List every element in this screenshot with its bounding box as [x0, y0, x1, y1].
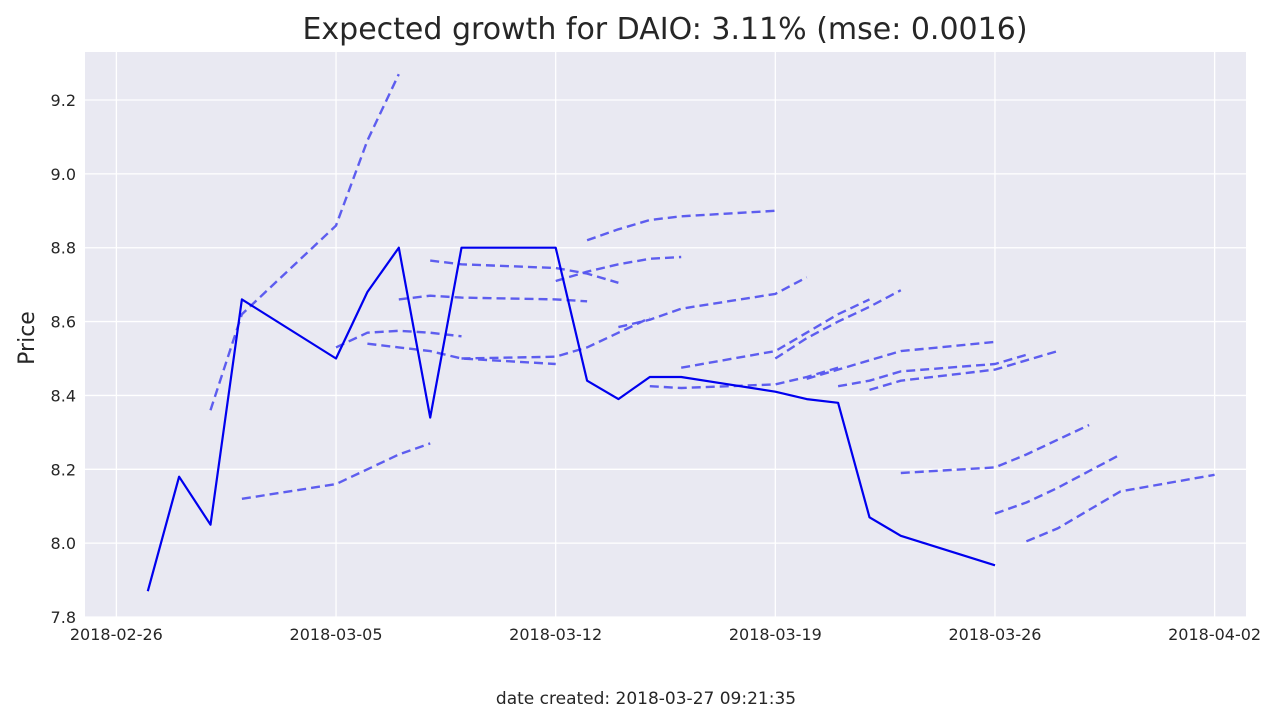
x-axis-ticks: 2018-02-26 2018-03-05 2018-03-12 2018-03-19… — [70, 625, 1261, 644]
y-tick-label: 8.8 — [51, 239, 76, 258]
forecast-line — [994, 453, 1122, 515]
x-tick-label: 2018-03-19 — [729, 625, 822, 644]
forecast-line — [367, 342, 556, 366]
y-tick-label: 7.8 — [51, 608, 76, 627]
forecast-line — [1025, 473, 1215, 543]
forecast-line — [430, 259, 619, 284]
chart-title: Expected growth for DAIO: 3.11% (mse: 0.… — [302, 12, 1027, 47]
y-tick-label: 8.2 — [51, 460, 76, 479]
actual-price-line — [146, 246, 996, 592]
y-tick-label: 9.2 — [51, 91, 76, 110]
forecast-line — [209, 73, 400, 411]
forecast-line — [618, 276, 808, 329]
x-tick-label: 2018-04-02 — [1168, 625, 1261, 644]
x-tick-label: 2018-03-05 — [290, 625, 383, 644]
forecast-line — [806, 340, 996, 380]
series-group — [146, 73, 1215, 592]
y-axis-label: Price — [15, 311, 40, 365]
date-created-caption: date created: 2018-03-27 09:21:35 — [496, 689, 796, 709]
x-tick-label: 2018-03-26 — [948, 625, 1041, 644]
x-tick-label: 2018-03-12 — [509, 625, 602, 644]
y-tick-label: 8.4 — [51, 386, 76, 405]
y-axis-ticks: 7.8 8.0 8.2 8.4 8.6 8.8 9.0 9.2 — [51, 91, 76, 627]
forecast-line — [900, 423, 1090, 475]
forecast-line — [555, 255, 682, 283]
y-tick-label: 9.0 — [51, 165, 76, 184]
forecast-line — [586, 209, 776, 242]
forecast-line — [649, 366, 839, 390]
forecast-line — [461, 316, 651, 360]
forecast-line — [837, 353, 1027, 388]
forecast-line — [241, 442, 431, 500]
plot-area — [85, 52, 1246, 617]
forecast-line — [398, 294, 588, 303]
forecast-line — [680, 298, 871, 369]
forecast-line — [869, 349, 1059, 392]
y-tick-label: 8.0 — [51, 534, 76, 553]
y-tick-label: 8.6 — [51, 313, 76, 332]
x-tick-label: 2018-02-26 — [70, 625, 163, 644]
forecast-line — [774, 289, 902, 360]
